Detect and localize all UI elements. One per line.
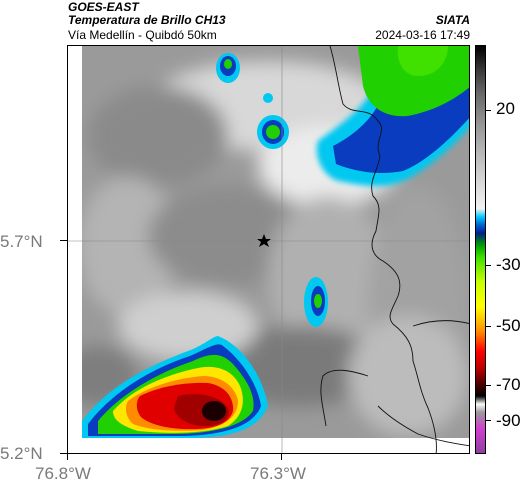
lat-tick-5.7: 5.7°N [0,232,43,251]
cloud-texture [68,61,468,436]
department-border [329,46,437,453]
product-title: Temperatura de Brillo CH13 SIATA [68,13,470,27]
colorbar-label-minus50: -50 [496,316,521,335]
lon-tick-76.3: 76.3°W [250,464,306,483]
colorbar-label-minus90: -90 [496,411,521,430]
convective-cell-southwest [82,336,268,438]
brightness-temperature-map[interactable] [67,45,470,454]
temperature-colorbar [475,45,486,454]
convective-cell-small [216,53,328,327]
product-name: Temperatura de Brillo CH13 [68,13,226,27]
colorbar-label-20: 20 [496,99,515,118]
map-canvas [68,46,469,453]
star-icon [257,234,271,247]
timestamp-label: 2024-03-16 17:49 [375,28,470,42]
lat-tick-5.2: 5.2°N [0,444,43,463]
colorbar-label-minus70: -70 [496,375,521,394]
subtitle-row: Vía Medellín - Quibdó 50km 2024-03-16 17… [68,28,470,42]
lon-tick-76.8: 76.8°W [35,464,91,483]
route-label: Vía Medellín - Quibdó 50km [68,28,217,42]
colorbar-label-minus30: -30 [496,255,521,274]
convective-cell-northeast [316,46,469,186]
agency-label: SIATA [435,13,470,27]
satellite-title: GOES-EAST [68,0,139,14]
